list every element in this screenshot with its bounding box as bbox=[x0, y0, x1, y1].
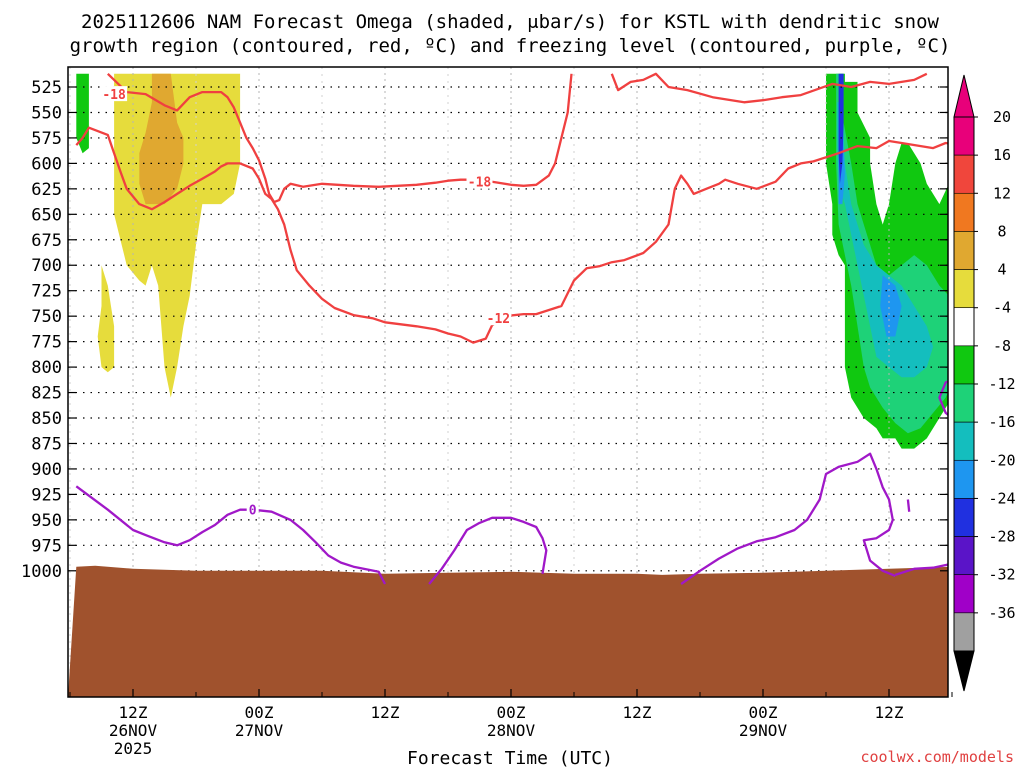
y-tick-label-925: 925 bbox=[31, 485, 62, 505]
watermark: coolwx.com/models bbox=[860, 748, 1014, 766]
colorbar-label-3: 8 bbox=[997, 222, 1006, 240]
y-tick-label-975: 975 bbox=[31, 536, 62, 556]
colorbar-label-1: 16 bbox=[993, 146, 1011, 164]
colorbar-swatch-3 bbox=[954, 231, 974, 269]
y-tick-label-775: 775 bbox=[31, 333, 62, 353]
colorbar-swatch-4 bbox=[954, 270, 974, 308]
colorbar-label-2: 12 bbox=[993, 184, 1011, 202]
colorbar-swatch-6 bbox=[954, 346, 974, 384]
colorbar-swatch-5 bbox=[954, 308, 974, 346]
omega-time-height-chart: 2025112606 NAM Forecast Omega (shaded, μ… bbox=[0, 0, 1024, 768]
colorbar-label-5: -4 bbox=[993, 299, 1011, 317]
colorbar-label-7: -12 bbox=[988, 375, 1015, 393]
x-tick-date-0: 26NOV bbox=[109, 721, 158, 740]
y-tick-label-675: 675 bbox=[31, 231, 62, 251]
colorbar-swatch-2 bbox=[954, 193, 974, 231]
colorbar-label-9: -20 bbox=[988, 451, 1015, 469]
chart-title-line1: 2025112606 NAM Forecast Omega (shaded, μ… bbox=[81, 11, 939, 33]
y-tick-label-650: 650 bbox=[31, 205, 62, 225]
contour-freezing_level_0C_g bbox=[908, 500, 909, 512]
x-tick-label-0: 12Z bbox=[119, 703, 148, 722]
chart-title-line2: growth region (contoured, red, ºC) and f… bbox=[70, 35, 951, 57]
y-tick-label-625: 625 bbox=[31, 180, 62, 200]
y-tick-label-525: 525 bbox=[31, 78, 62, 98]
colorbar-label-13: -36 bbox=[988, 604, 1015, 622]
plot-area: -18 -18 -12 0 525 550 575 600 625 650 675 700 725 750… bbox=[21, 67, 1016, 758]
colorbar-label-4: 4 bbox=[997, 261, 1006, 279]
y-tick-label-1000: 1000 bbox=[21, 562, 62, 582]
colorbar-swatch-1 bbox=[954, 155, 974, 193]
contour-label-1: -18 bbox=[468, 176, 492, 191]
colorbar-swatch-11 bbox=[954, 537, 974, 575]
y-tick-label-800: 800 bbox=[31, 358, 62, 378]
shading-omega_pos_4_8_low bbox=[98, 265, 114, 372]
x-tick-label-60: 12Z bbox=[875, 703, 904, 722]
x-tick-year-0: 2025 bbox=[114, 739, 153, 758]
x-tick-label-20: 12Z bbox=[371, 703, 400, 722]
plot-inner: -18 -18 -12 0 bbox=[68, 67, 958, 697]
colorbar-swatch-0 bbox=[954, 117, 974, 155]
y-tick-label-825: 825 bbox=[31, 384, 62, 404]
x-tick-label-10: 00Z bbox=[245, 703, 274, 722]
colorbar-label-8: -16 bbox=[988, 413, 1015, 431]
y-tick-label-950: 950 bbox=[31, 511, 62, 531]
colorbar-swatch-12 bbox=[954, 575, 974, 613]
contour-dgz_-12_upper_right bbox=[612, 74, 927, 103]
y-tick-label-700: 700 bbox=[31, 256, 62, 276]
contour-label-2: -12 bbox=[487, 312, 510, 327]
contour-label-3: 0 bbox=[249, 504, 257, 519]
colorbar-label-10: -24 bbox=[988, 489, 1015, 507]
contour-label-0: -18 bbox=[102, 88, 126, 103]
colorbar-swatch-8 bbox=[954, 422, 974, 460]
x-tick-date-50: 29NOV bbox=[739, 721, 788, 740]
y-tick-label-875: 875 bbox=[31, 434, 62, 454]
colorbar-label-0: 20 bbox=[993, 108, 1011, 126]
x-axis-title: Forecast Time (UTC) bbox=[407, 748, 613, 768]
x-tick-label-30: 00Z bbox=[497, 703, 526, 722]
colorbar-swatch-13 bbox=[954, 613, 974, 651]
y-tick-label-725: 725 bbox=[31, 282, 62, 302]
colorbar-label-12: -32 bbox=[988, 566, 1015, 584]
x-tick-label-50: 00Z bbox=[749, 703, 778, 722]
colorbar: 20 16 12 8 4 -4 -8 -12 -16 -20 -24 -28 -32 -36 bbox=[954, 75, 1016, 691]
y-tick-label-575: 575 bbox=[31, 129, 62, 149]
terrain-surface bbox=[68, 566, 958, 697]
y-tick-label-750: 750 bbox=[31, 307, 62, 327]
colorbar-lower-arrow bbox=[954, 651, 974, 691]
colorbar-swatch-10 bbox=[954, 498, 974, 536]
colorbar-upper-arrow bbox=[954, 75, 974, 117]
y-tick-label-850: 850 bbox=[31, 409, 62, 429]
colorbar-label-11: -28 bbox=[988, 528, 1015, 546]
y-tick-label-900: 900 bbox=[31, 460, 62, 480]
colorbar-label-6: -8 bbox=[993, 337, 1011, 355]
y-tick-label-600: 600 bbox=[31, 154, 62, 174]
x-tick-date-30: 28NOV bbox=[487, 721, 536, 740]
colorbar-swatch-9 bbox=[954, 460, 974, 498]
colorbar-swatch-7 bbox=[954, 384, 974, 422]
contour-freezing_level_0C_c bbox=[681, 454, 895, 584]
x-tick-label-40: 12Z bbox=[623, 703, 652, 722]
y-tick-label-550: 550 bbox=[31, 103, 62, 123]
x-tick-date-10: 27NOV bbox=[235, 721, 284, 740]
